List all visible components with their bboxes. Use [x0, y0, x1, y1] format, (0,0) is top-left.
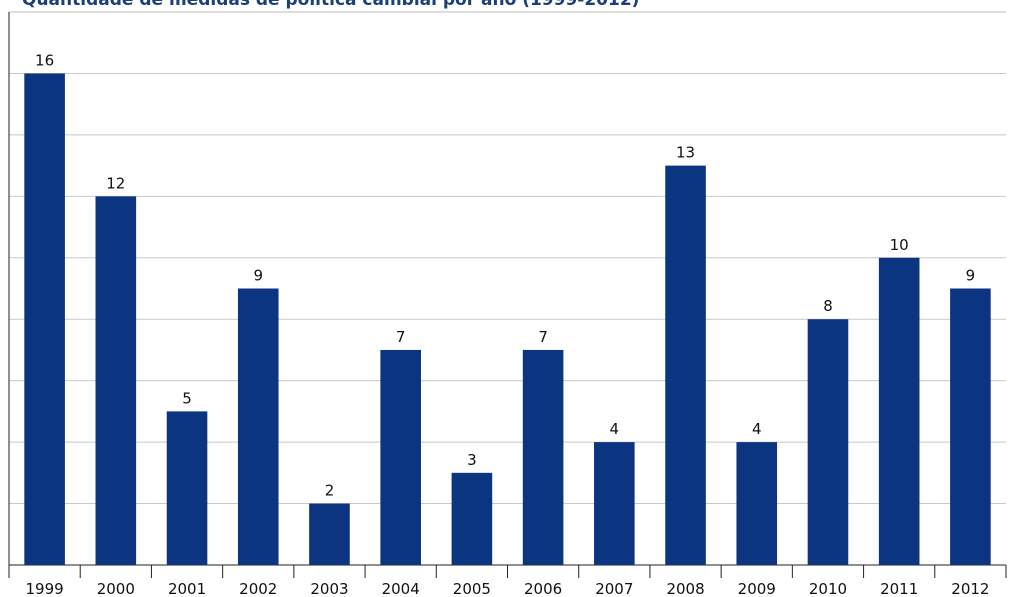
bar [309, 503, 350, 565]
x-tick-label: 2002 [239, 580, 277, 597]
data-label: 2 [325, 482, 335, 500]
x-tick-label: 2003 [310, 580, 348, 597]
x-tick-label: 2008 [666, 580, 704, 597]
x-tick-label: 2011 [880, 580, 918, 597]
bar [807, 319, 849, 565]
data-label: 5 [182, 389, 192, 407]
data-label: 4 [752, 420, 762, 438]
x-tick-label: 2005 [453, 580, 491, 597]
bar [665, 165, 706, 565]
bar [24, 73, 65, 565]
bar [878, 257, 920, 565]
x-tick-label: 2004 [382, 580, 420, 597]
x-tick-label: 2007 [595, 580, 633, 597]
x-tick-label: 1999 [26, 580, 64, 597]
data-label: 3 [467, 451, 477, 469]
data-label: 4 [610, 420, 620, 438]
data-label: 7 [538, 328, 548, 346]
data-label: 16 [35, 51, 54, 69]
data-label: 7 [396, 328, 406, 346]
bar [522, 349, 564, 565]
data-label: 9 [966, 267, 976, 285]
data-label: 9 [253, 267, 263, 285]
bar [594, 442, 635, 565]
x-tick-label: 2000 [97, 580, 135, 597]
bar [451, 472, 493, 565]
bar [95, 196, 137, 566]
x-tick-label: 2006 [524, 580, 562, 597]
bar [237, 288, 279, 565]
data-label: 13 [676, 144, 695, 162]
x-tick-label: 2001 [168, 580, 206, 597]
bar [380, 349, 421, 565]
data-label: 8 [823, 297, 833, 315]
data-label: 12 [106, 174, 125, 192]
chart-title: Quantidade de medidas de política cambia… [22, 0, 639, 10]
x-tick-label: 2012 [951, 580, 989, 597]
x-tick-label: 2009 [738, 580, 776, 597]
bar [736, 442, 778, 565]
x-tick-label: 2010 [809, 580, 847, 597]
bar [950, 288, 991, 565]
data-label: 10 [890, 236, 909, 254]
bar [166, 411, 208, 565]
